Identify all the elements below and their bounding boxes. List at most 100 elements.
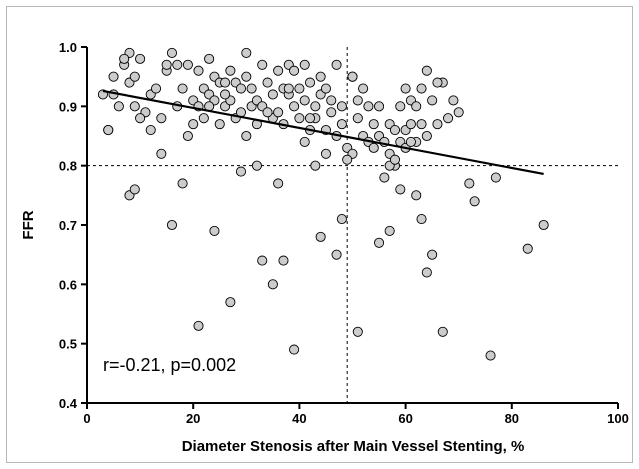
data-point — [326, 107, 337, 118]
data-point — [161, 59, 172, 70]
data-point — [204, 53, 215, 64]
data-point — [182, 130, 193, 142]
data-point — [315, 71, 326, 82]
data-point — [320, 148, 332, 159]
data-point — [166, 47, 178, 58]
data-point — [368, 119, 379, 130]
data-point — [262, 77, 273, 88]
data-point — [373, 237, 385, 248]
regression-line — [102, 89, 544, 176]
data-point — [405, 119, 416, 130]
data-point — [278, 255, 289, 266]
data-point — [289, 344, 300, 355]
data-point — [103, 125, 114, 136]
data-point — [304, 77, 316, 88]
data-point — [273, 107, 284, 118]
data-point — [315, 231, 326, 242]
data-point — [257, 255, 268, 266]
data-point — [193, 320, 204, 331]
data-point — [129, 184, 140, 195]
data-point — [437, 326, 448, 337]
y-tick-label: 0.5 — [59, 337, 77, 352]
x-tick-label: 60 — [398, 411, 412, 426]
data-point — [257, 59, 268, 70]
data-point — [416, 119, 427, 130]
y-tick-label: 0.9 — [59, 99, 77, 114]
data-point — [150, 83, 162, 94]
data-point — [411, 190, 422, 201]
data-point — [113, 101, 124, 112]
data-point — [453, 107, 464, 118]
data-point — [135, 113, 146, 124]
data-point — [119, 53, 130, 64]
data-point — [225, 297, 236, 308]
data-point — [389, 154, 401, 165]
y-tick-label: 0.8 — [59, 159, 77, 174]
x-tick-label: 0 — [83, 411, 90, 426]
data-point — [310, 101, 321, 112]
data-point — [389, 125, 401, 136]
data-point — [299, 95, 310, 106]
data-point — [166, 219, 178, 231]
data-point — [373, 101, 385, 112]
data-point — [294, 113, 305, 124]
y-axis-label: FFR — [20, 210, 37, 239]
data-point — [177, 178, 188, 189]
data-point — [304, 113, 316, 124]
data-point — [251, 160, 262, 171]
x-tick-label: 40 — [292, 411, 306, 426]
data-point — [193, 65, 204, 76]
data-point — [522, 243, 533, 254]
data-point — [421, 267, 432, 278]
data-point — [416, 214, 427, 225]
data-point — [177, 83, 188, 94]
data-point — [368, 142, 379, 153]
data-point — [220, 89, 231, 100]
data-point — [214, 119, 225, 130]
data-point — [310, 160, 321, 171]
data-point — [326, 95, 337, 106]
data-point — [464, 178, 475, 189]
data-point — [246, 83, 257, 94]
data-point — [384, 225, 395, 236]
data-point — [273, 178, 284, 189]
reference-lines — [87, 47, 618, 403]
data-point — [172, 59, 183, 70]
data-point — [241, 71, 252, 82]
data-point — [336, 119, 347, 130]
data-point — [241, 130, 252, 142]
data-point — [294, 83, 305, 94]
data-point — [182, 59, 193, 70]
data-point — [129, 71, 140, 82]
data-point — [336, 214, 347, 225]
data-point — [379, 172, 390, 183]
data-point — [448, 95, 459, 106]
data-point — [485, 350, 496, 361]
data-point — [490, 172, 501, 183]
data-point — [289, 101, 300, 112]
data-point — [108, 71, 119, 82]
data-point — [421, 130, 432, 142]
data-point — [469, 196, 480, 207]
data-point — [188, 119, 199, 130]
data-point — [347, 71, 358, 82]
data-point — [427, 249, 438, 260]
data-point — [235, 83, 247, 94]
data-point — [225, 65, 236, 76]
data-point — [432, 77, 443, 88]
data-point — [405, 136, 416, 147]
data-point — [331, 59, 342, 70]
data-point — [283, 83, 294, 94]
data-point — [220, 77, 231, 88]
data-point — [432, 119, 443, 130]
data-point — [241, 47, 252, 58]
y-tick-label: 0.7 — [59, 218, 77, 233]
data-point — [421, 65, 432, 76]
data-point — [336, 101, 347, 112]
x-tick-label: 20 — [186, 411, 200, 426]
data-point — [538, 219, 549, 231]
x-tick-label: 100 — [607, 411, 629, 426]
y-tick-label: 0.6 — [59, 277, 77, 292]
correlation-annotation: r=-0.21, p=0.002 — [103, 355, 236, 375]
